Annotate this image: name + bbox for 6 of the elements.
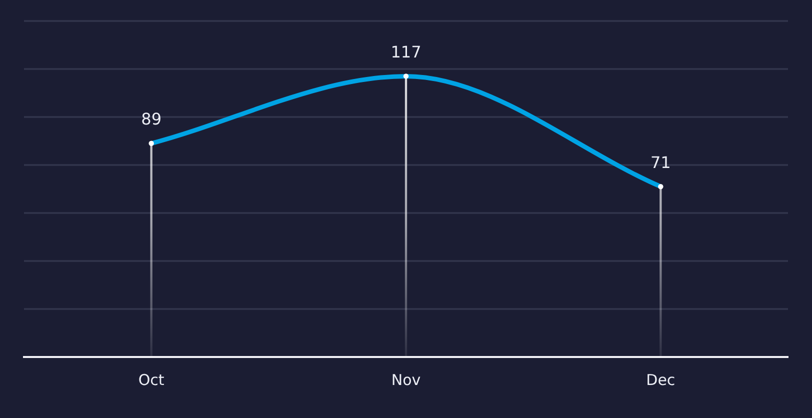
data-label: 89: [141, 110, 162, 129]
x-tick-label: Dec: [646, 370, 676, 389]
data-label: 71: [650, 152, 671, 172]
x-tick-label: Nov: [391, 370, 421, 389]
x-tick-label: Oct: [138, 370, 164, 389]
data-label: 117: [390, 42, 422, 62]
